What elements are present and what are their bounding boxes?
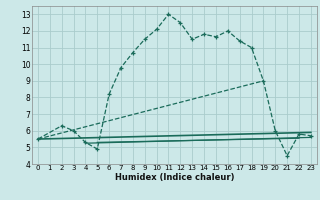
X-axis label: Humidex (Indice chaleur): Humidex (Indice chaleur): [115, 173, 234, 182]
